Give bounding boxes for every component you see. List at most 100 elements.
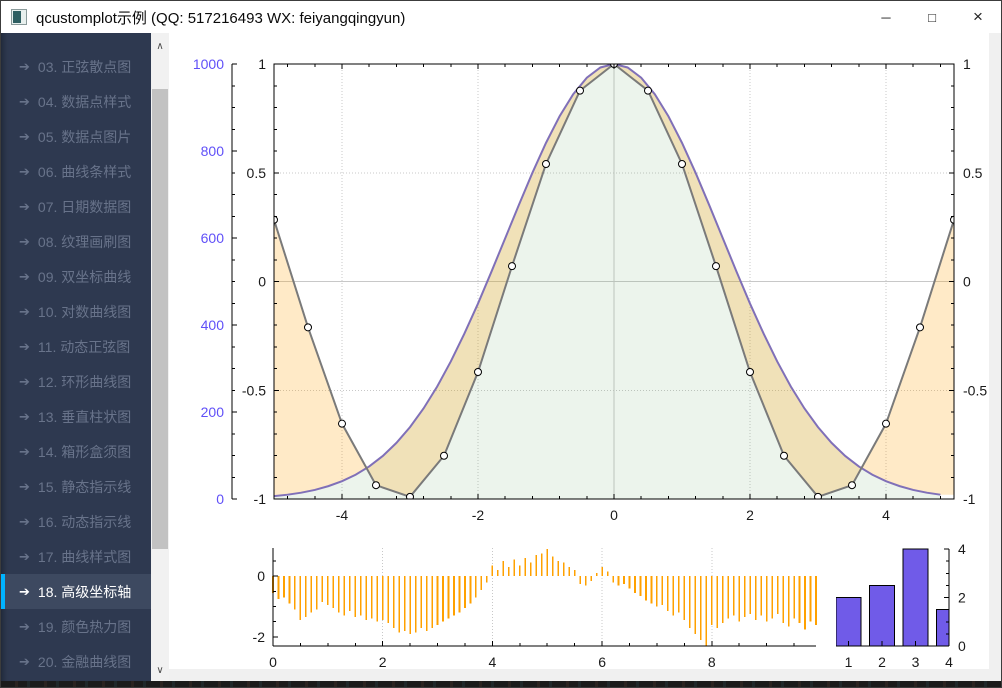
sidebar: ➔ 03. 正弦散点图 ➔ 04. 数据点样式 ➔ 05. 数据点图片 ➔ 06. 曲线条样式…: [1, 33, 151, 683]
cos-marker: [644, 86, 652, 95]
arrow-icon: ➔: [19, 618, 30, 634]
svg-text:2: 2: [746, 507, 754, 523]
background-remnant: [1, 681, 1001, 687]
charts-canvas[interactable]: -4 -2 0 2 4-1 -1-0.5 -0.50 00.5 0.51 102004006008…: [176, 33, 989, 669]
cos-marker: [274, 215, 278, 224]
sidebar-item-20[interactable]: ➔ 20. 金融曲线图: [1, 644, 151, 679]
sidebar-item-16[interactable]: ➔ 16. 动态指示线: [1, 504, 151, 539]
arrow-icon: ➔: [19, 233, 30, 249]
sidebar-item-14[interactable]: ➔ 14. 箱形盒须图: [1, 434, 151, 469]
bar: [868, 584, 896, 646]
cos-marker: [304, 323, 312, 332]
svg-text:4: 4: [945, 654, 953, 669]
svg-text:0: 0: [216, 491, 224, 507]
sidebar-item-label: 13. 垂直柱状图: [37, 408, 132, 425]
sidebar-item-11[interactable]: ➔ 11. 动态正弦图: [1, 329, 151, 364]
gauss-area-fill: [274, 64, 941, 499]
arrow-icon: ➔: [19, 163, 30, 179]
arrow-icon: ➔: [19, 93, 30, 109]
svg-text:4: 4: [882, 507, 890, 523]
svg-text:0: 0: [258, 274, 266, 290]
window-title: qcustomplot示例 (QQ: 517216493 WX: feiyang…: [36, 9, 406, 27]
cos-marker: [542, 159, 550, 168]
arrow-icon: ➔: [19, 373, 30, 389]
cos-marker: [916, 323, 924, 332]
arrow-icon: ➔: [19, 513, 30, 529]
sidebar-item-09[interactable]: ➔ 09. 双坐标曲线: [1, 259, 151, 294]
sidebar-item-label: 10. 对数曲线图: [37, 303, 132, 320]
scroll-down-icon[interactable]: ∨: [151, 657, 169, 683]
svg-text:2: 2: [878, 654, 886, 669]
sidebar-menu: ➔ 03. 正弦散点图 ➔ 04. 数据点样式 ➔ 05. 数据点图片 ➔ 06. 曲线条样式…: [1, 33, 151, 679]
cos-marker: [440, 451, 448, 460]
svg-text:8: 8: [708, 654, 716, 669]
arrow-icon: ➔: [19, 653, 30, 669]
channel-fill: [274, 64, 954, 497]
plot-canvas-bg: [169, 33, 989, 669]
arrow-icon: ➔: [19, 478, 30, 494]
arrow-icon: ➔: [19, 268, 30, 284]
arrow-icon: ➔: [19, 303, 30, 319]
sidebar-item-19[interactable]: ➔ 19. 颜色热力图: [1, 609, 151, 644]
sidebar-item-06[interactable]: ➔ 06. 曲线条样式: [1, 154, 151, 189]
cos-marker: [712, 262, 720, 271]
cos-marker: [678, 159, 686, 168]
svg-text:1: 1: [845, 654, 853, 669]
arrow-icon: ➔: [19, 128, 30, 144]
svg-text:-0.5: -0.5: [963, 382, 987, 398]
arrow-icon: ➔: [19, 198, 30, 214]
svg-text:0.5: 0.5: [963, 165, 983, 181]
maximize-button[interactable]: □: [928, 9, 936, 25]
svg-text:-1: -1: [254, 491, 267, 507]
svg-text:3: 3: [912, 654, 920, 669]
sidebar-item-12[interactable]: ➔ 12. 环形曲线图: [1, 364, 151, 399]
bar: [935, 609, 949, 646]
titlebar[interactable]: qcustomplot示例 (QQ: 517216493 WX: feiyang…: [1, 1, 1001, 33]
main-plot: -4 -2 0 2 4 -1 -1 -0.5 -0.5 0 0 0.5 0.5 1 1 0 200 400 600 8…: [193, 56, 987, 523]
svg-text:0: 0: [257, 568, 265, 584]
arrow-icon: ➔: [19, 548, 30, 564]
sidebar-item-label: 19. 颜色热力图: [37, 618, 132, 635]
svg-text:-4: -4: [336, 507, 349, 523]
sidebar-item-13[interactable]: ➔ 13. 垂直柱状图: [1, 399, 151, 434]
cos-marker: [576, 86, 584, 95]
cos-marker: [950, 215, 954, 224]
sidebar-item-07[interactable]: ➔ 07. 日期数据图: [1, 189, 151, 224]
scrollbar-thumb[interactable]: [152, 89, 168, 549]
svg-text:-2: -2: [253, 629, 266, 645]
cos-marker: [746, 368, 754, 377]
svg-text:0: 0: [269, 654, 277, 669]
svg-text:1000: 1000: [193, 56, 224, 72]
svg-text:2: 2: [958, 590, 966, 606]
sidebar-item-label: 18. 高级坐标轴: [37, 583, 132, 600]
sidebar-item-18[interactable]: ➔ 18. 高级坐标轴: [1, 574, 151, 609]
scroll-up-icon[interactable]: ∧: [151, 33, 169, 59]
svg-text:400: 400: [201, 317, 225, 333]
app-icon: [11, 9, 27, 25]
cos-marker: [474, 368, 482, 377]
svg-text:6: 6: [598, 654, 606, 669]
cos-marker: [406, 492, 414, 499]
cos-line: [274, 64, 954, 498]
sidebar-item-03[interactable]: ➔ 03. 正弦散点图: [1, 49, 151, 84]
impulse-plot: 0 2 4 6 80-2: [253, 548, 817, 669]
sidebar-item-label: 09. 双坐标曲线: [37, 268, 132, 285]
svg-text:800: 800: [201, 143, 225, 159]
svg-text:0.5: 0.5: [247, 165, 267, 181]
sidebar-item-label: 06. 曲线条样式: [37, 163, 132, 180]
sidebar-scrollbar[interactable]: ∧ ∨: [151, 33, 169, 683]
minimize-button[interactable]: ─: [881, 9, 891, 25]
sidebar-item-04[interactable]: ➔ 04. 数据点样式: [1, 84, 151, 119]
sidebar-item-10[interactable]: ➔ 10. 对数曲线图: [1, 294, 151, 329]
sidebar-item-08[interactable]: ➔ 08. 纹理画刷图: [1, 224, 151, 259]
sidebar-item-17[interactable]: ➔ 17. 曲线样式图: [1, 539, 151, 574]
cos-marker: [848, 481, 856, 490]
close-button[interactable]: ×: [973, 7, 983, 26]
cos-marker: [780, 451, 788, 460]
cos-marker: [814, 492, 822, 499]
sidebar-item-15[interactable]: ➔ 15. 静态指示线: [1, 469, 151, 504]
sidebar-item-label: 07. 日期数据图: [37, 198, 132, 215]
arrow-icon: ➔: [19, 58, 30, 74]
svg-text:2: 2: [379, 654, 387, 669]
sidebar-item-05[interactable]: ➔ 05. 数据点图片: [1, 119, 151, 154]
